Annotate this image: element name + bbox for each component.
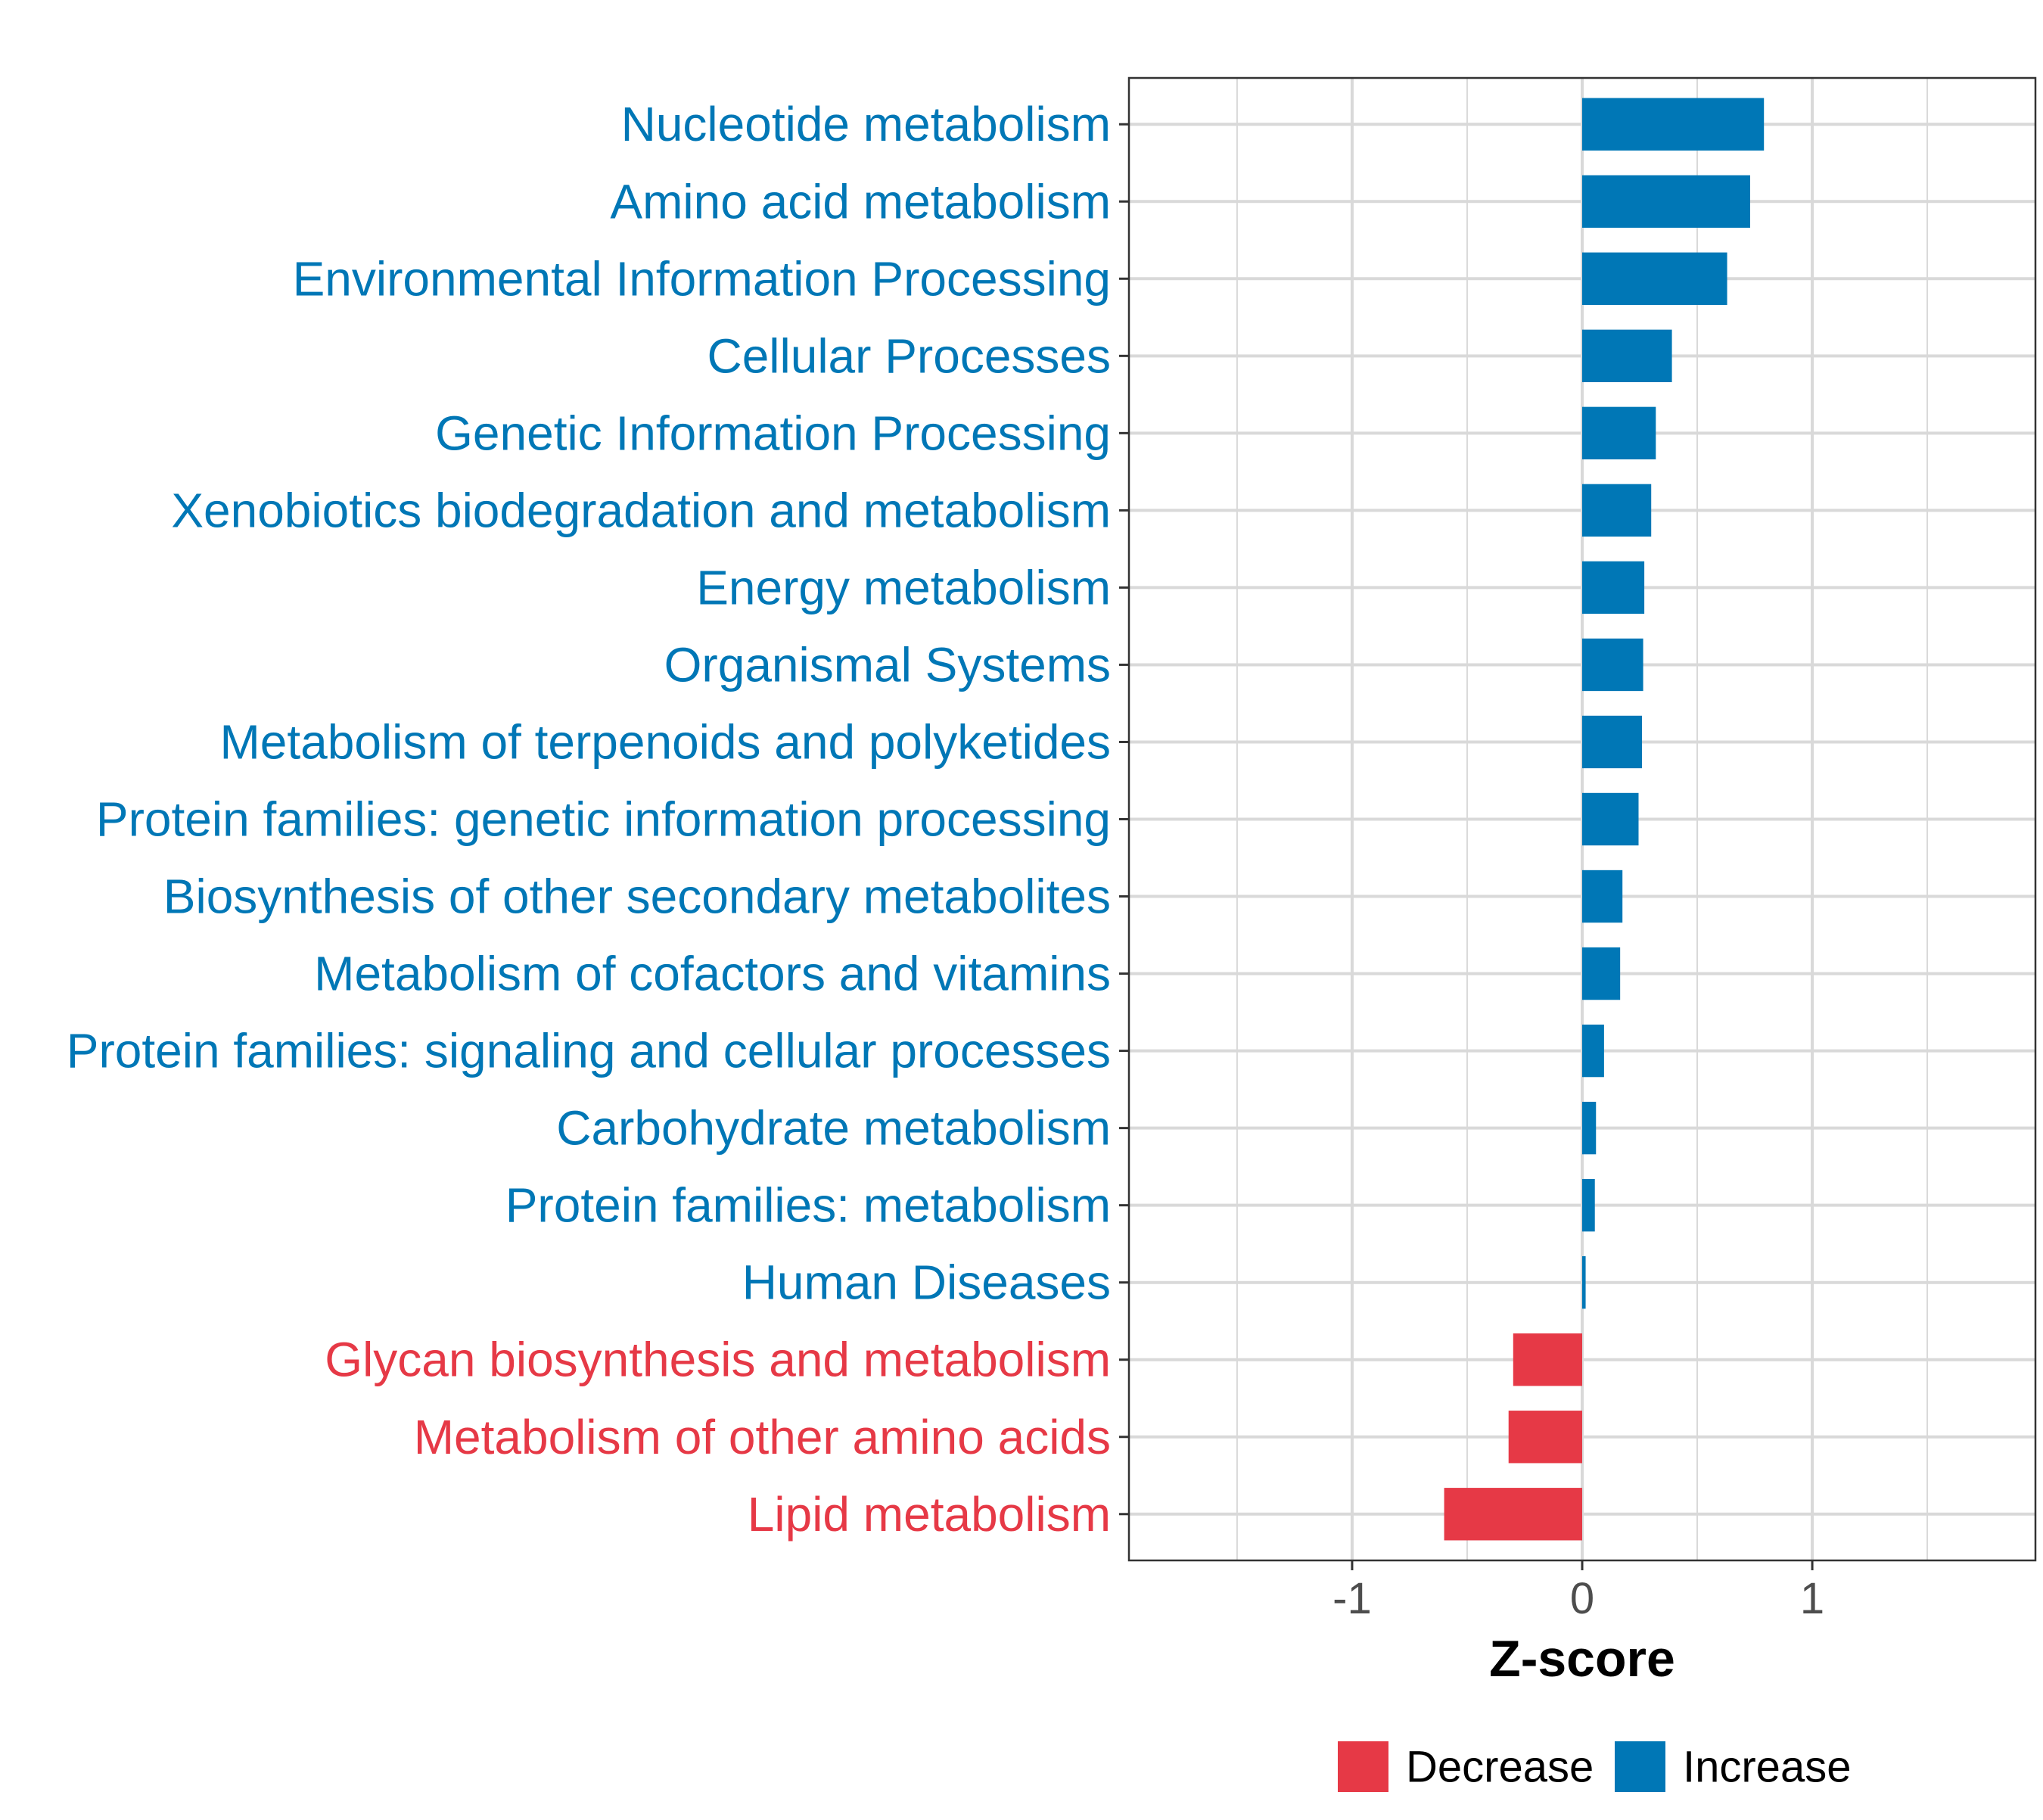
bar bbox=[1582, 1024, 1604, 1078]
x-tick-label: 0 bbox=[1570, 1574, 1594, 1623]
y-tick-label: Biosynthesis of other secondary metaboli… bbox=[163, 870, 1111, 924]
y-tick-label: Amino acid metabolism bbox=[610, 174, 1111, 229]
y-tick-label: Protein families: metabolism bbox=[505, 1178, 1111, 1233]
y-tick-label: Lipid metabolism bbox=[748, 1487, 1111, 1542]
y-tick-label: Metabolism of other amino acids bbox=[414, 1410, 1111, 1464]
bar bbox=[1582, 98, 1765, 151]
bar bbox=[1582, 947, 1621, 1000]
bar-layer bbox=[1444, 98, 1765, 1541]
y-tick-label: Human Diseases bbox=[742, 1255, 1111, 1310]
bar bbox=[1513, 1333, 1582, 1386]
y-tick-label: Nucleotide metabolism bbox=[621, 97, 1111, 151]
bar bbox=[1582, 406, 1656, 460]
legend-label-decrease: Decrease bbox=[1406, 1743, 1594, 1792]
x-axis-title: Z-score bbox=[1489, 1630, 1675, 1688]
bar bbox=[1582, 1255, 1586, 1309]
x-tick-label: -1 bbox=[1332, 1574, 1372, 1623]
bar bbox=[1444, 1488, 1582, 1541]
bar bbox=[1582, 792, 1639, 846]
y-tick-label: Protein families: genetic information pr… bbox=[96, 792, 1111, 847]
y-tick-label: Glycan biosynthesis and metabolism bbox=[325, 1333, 1111, 1387]
y-tick-label: Metabolism of cofactors and vitamins bbox=[314, 947, 1111, 1001]
y-tick-label: Metabolism of terpenoids and polyketides bbox=[219, 714, 1111, 769]
x-tick-label: 1 bbox=[1800, 1574, 1824, 1623]
legend-label-increase: Increase bbox=[1683, 1743, 1851, 1792]
x-axis: -1 0 1 bbox=[1332, 1560, 1824, 1623]
y-axis: Nucleotide metabolism Amino acid metaboli… bbox=[67, 97, 1129, 1542]
y-tick-label: Protein families: signaling and cellular… bbox=[67, 1024, 1111, 1078]
bar bbox=[1582, 329, 1672, 383]
bar bbox=[1508, 1411, 1582, 1464]
y-tick-label: Energy metabolism bbox=[696, 560, 1111, 614]
y-tick-label: Environmental Information Processing bbox=[293, 251, 1111, 306]
y-tick-label: Genetic Information Processing bbox=[435, 406, 1111, 460]
legend-key-decrease bbox=[1338, 1741, 1388, 1792]
y-tick-label: Carbohydrate metabolism bbox=[556, 1101, 1111, 1156]
bar bbox=[1582, 1178, 1595, 1232]
y-tick-label: Cellular Processes bbox=[707, 328, 1111, 383]
bar bbox=[1582, 715, 1643, 769]
bar bbox=[1582, 1101, 1597, 1155]
bar bbox=[1582, 870, 1623, 923]
legend: Decrease Increase bbox=[1338, 1741, 1851, 1792]
y-tick-label: Organismal Systems bbox=[664, 637, 1111, 692]
bar bbox=[1582, 484, 1652, 537]
bar bbox=[1582, 252, 1727, 305]
bar bbox=[1582, 175, 1750, 228]
y-tick-label: Xenobiotics biodegradation and metabolis… bbox=[171, 483, 1111, 537]
bar bbox=[1582, 638, 1643, 692]
bar bbox=[1582, 561, 1645, 614]
legend-key-increase bbox=[1615, 1741, 1665, 1792]
